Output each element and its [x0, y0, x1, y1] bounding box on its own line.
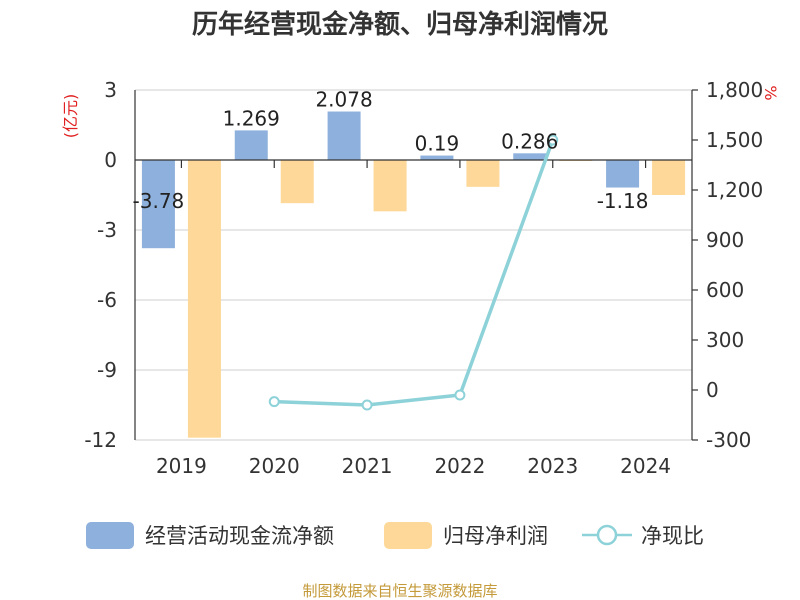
line-point [454, 389, 466, 401]
legend-swatch-netprofit [384, 522, 432, 549]
left-tick-label: 0 [104, 148, 117, 172]
left-tick-label: -6 [97, 288, 117, 312]
line-net-cash-ratio [274, 139, 555, 407]
bar-cashflow [327, 111, 361, 160]
right-tick-label: 600 [706, 278, 744, 302]
legend-label-ratio: 净现比 [641, 524, 704, 548]
bar-netprofit [187, 160, 221, 438]
category-label: 2023 [527, 454, 578, 478]
bar-netprofit [652, 160, 686, 195]
line-point [361, 399, 373, 411]
category-label: 2019 [156, 454, 207, 478]
legend-label-cashflow: 经营活动现金流净额 [145, 524, 334, 548]
line-point [547, 134, 559, 146]
bar-value-label: -1.18 [597, 189, 649, 213]
bar-value-label: 2.078 [315, 88, 372, 112]
line-series [268, 134, 559, 411]
bar-cashflow [234, 130, 268, 160]
legend-swatch-marker [596, 524, 618, 546]
axes: 3 0 -3 -6 -9 -12 1,800 1,500 1,200 900 600 300 0 -300… [84, 78, 763, 478]
category-label: 2022 [434, 454, 485, 478]
bar-netprofit [373, 160, 407, 212]
source-note: 制图数据来自恒生聚源数据库 [302, 582, 497, 600]
bar-cashflow [420, 155, 454, 160]
chart-title: 历年经营现金净额、归母净利润情况 [192, 9, 608, 40]
bar-value-label: -3.78 [133, 189, 185, 213]
bar-cashflow [606, 160, 640, 188]
right-tick-label: 1,500 [706, 128, 763, 152]
bar-cashflow [141, 160, 175, 249]
bar-cashflow [513, 153, 547, 160]
category-label: 2021 [342, 454, 393, 478]
bar-netprofit [280, 160, 314, 204]
legend-label-netprofit: 归母净利润 [443, 524, 548, 548]
right-tick-label: 0 [706, 378, 719, 402]
category-label: 2020 [249, 454, 300, 478]
category-label: 2024 [620, 454, 671, 478]
left-axis-unit: (亿元) [61, 94, 80, 139]
bar-value-label: 0.19 [415, 132, 460, 156]
bar-value-label: 0.286 [501, 129, 558, 153]
right-tick-label: -300 [706, 428, 751, 452]
left-tick-label: -9 [97, 358, 117, 382]
right-tick-label: 300 [706, 328, 744, 352]
right-tick-label: 1,800 [706, 78, 763, 102]
right-axis-unit: % [761, 85, 780, 100]
right-tick-label: 900 [706, 228, 744, 252]
bars [141, 111, 686, 438]
bar-netprofit [466, 160, 500, 187]
right-tick-label: 1,200 [706, 178, 763, 202]
legend-swatch-cashflow [86, 522, 134, 549]
left-tick-label: 3 [104, 78, 117, 102]
line-point [268, 396, 280, 408]
data-labels: -3.78 1.269 2.078 0.19 0.286 -1.18 [133, 88, 649, 213]
bar-value-label: 1.269 [223, 106, 280, 130]
left-tick-label: -12 [84, 428, 117, 452]
left-tick-label: -3 [97, 218, 117, 242]
legend: 经营活动现金流净额 归母净利润 净现比 [86, 522, 704, 549]
